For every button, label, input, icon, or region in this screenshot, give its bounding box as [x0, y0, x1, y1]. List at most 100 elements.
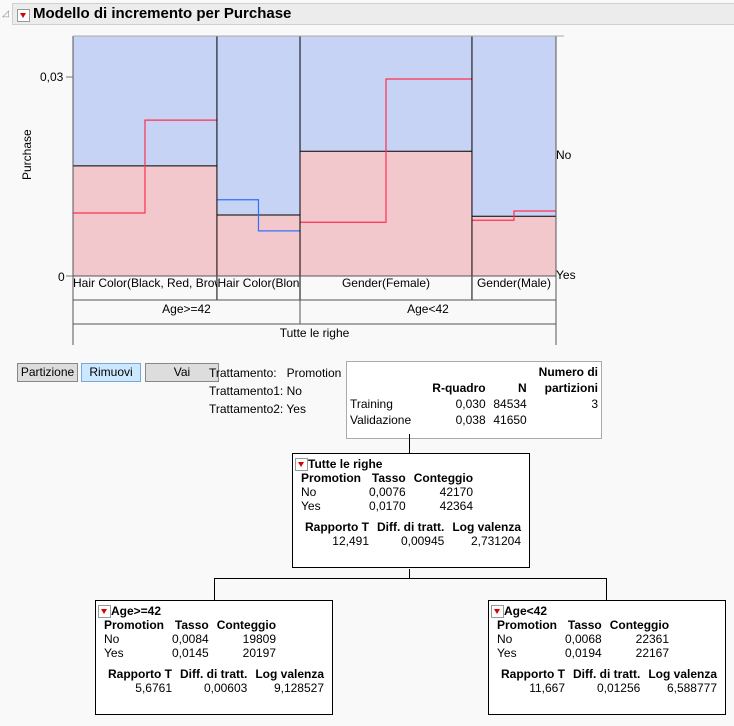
tree-connector — [409, 434, 410, 453]
t-ratio-value: 5,6761 — [135, 681, 172, 696]
col-header: Tasso — [174, 618, 209, 633]
red-triangle-menu-icon[interactable] — [17, 9, 30, 23]
treatment-diff-value: 0,01256 — [596, 681, 641, 696]
row-label: No — [301, 485, 317, 500]
table-row: No 0,0076 42170 — [297, 485, 477, 499]
y-tick-label: 0 — [58, 270, 65, 284]
col-header: Tasso — [567, 618, 602, 633]
partitions-value: 3 — [591, 397, 598, 411]
t-ratio-value: 11,667 — [529, 681, 565, 696]
col-header: Conteggio — [216, 618, 277, 633]
treatment-diff-value: 0,00603 — [203, 681, 248, 696]
table-row: Yes 0,0170 42364 — [297, 499, 477, 513]
treatment2-value: Yes — [286, 402, 306, 416]
treatment-step-line — [73, 119, 217, 214]
col-header-n: N — [518, 381, 527, 395]
col-header: Conteggio — [413, 471, 474, 486]
stat-header: Diff. di tratt. — [377, 520, 445, 535]
treatment-info: Trattamento: Promotion Trattamento1: No … — [209, 364, 341, 418]
node-title: Tutte le righe — [308, 457, 383, 471]
group-label: Age<42 — [407, 302, 449, 316]
leaf-label: Hair Color(Blon — [217, 276, 300, 290]
count-value: 42364 — [439, 499, 474, 514]
no-bar — [471, 36, 556, 217]
logworth-value: 6,588777 — [666, 681, 718, 696]
red-triangle-menu-icon[interactable] — [295, 458, 308, 472]
no-bar — [216, 36, 301, 215]
r2-value: 0,030 — [455, 397, 486, 411]
tree-connector — [214, 578, 607, 579]
tree-node: Tutte le righe Promotion Tasso Conteggio N… — [292, 453, 530, 568]
node-title: Age>=42 — [111, 604, 162, 618]
tree-node: Age<42 Promotion Tasso Conteggio No 0,0068 2… — [488, 600, 726, 715]
red-triangle-menu-icon[interactable] — [98, 605, 111, 619]
row-label: Yes — [497, 646, 517, 661]
split-button[interactable]: Partizione — [17, 363, 78, 382]
table-row: No 0,0068 22361 — [493, 632, 673, 646]
rate-value: 0,0068 — [565, 632, 602, 647]
stat-header: Rapporto T — [501, 667, 565, 682]
col-header-partitions: Numero di — [538, 365, 598, 379]
row-label: Yes — [104, 646, 124, 661]
prune-button[interactable]: Rimuovi — [81, 363, 141, 382]
stat-header: Log valenza — [648, 667, 718, 682]
go-button[interactable]: Vai — [145, 363, 219, 382]
report-title: Modello di incremento per Purchase — [33, 5, 292, 22]
rate-value: 0,0084 — [172, 632, 209, 647]
row-label: Validazione — [350, 413, 412, 427]
tree-node: Age>=42 Promotion Tasso Conteggio No 0,0084… — [95, 600, 333, 715]
row-label: No — [104, 632, 120, 647]
treatment-diff-value: 0,00945 — [400, 534, 445, 549]
tree-connector — [409, 569, 410, 579]
rate-value: 0,0076 — [369, 485, 406, 500]
legend-yes: Yes — [556, 268, 576, 282]
report-header: Modello di incremento per Purchase — [12, 3, 734, 25]
count-value: 22361 — [635, 632, 670, 647]
rate-value: 0,0170 — [369, 499, 406, 514]
table-row: Yes 0,0194 22167 — [493, 646, 673, 660]
col-header: Promotion — [497, 618, 557, 633]
group-label: Age>=42 — [162, 302, 211, 316]
stat-header: Rapporto T — [305, 520, 369, 535]
stat-header: Log valenza — [255, 667, 325, 682]
table-row: Yes 0,0145 20197 — [100, 646, 280, 660]
col-header: Promotion — [104, 618, 164, 633]
rate-value: 0,0194 — [565, 646, 602, 661]
count-value: 22167 — [635, 646, 670, 661]
count-value: 19809 — [242, 632, 277, 647]
table-row: Training 0,030 84534 3 — [349, 396, 599, 412]
tree-connector — [214, 578, 215, 601]
y-tick-label: 0,03 — [40, 70, 64, 84]
n-value: 41650 — [493, 413, 527, 427]
col-header-r2: R-quadro — [432, 381, 486, 395]
stat-header: Diff. di tratt. — [180, 667, 248, 682]
treatment-value: Promotion — [286, 366, 342, 380]
treatment1-label: Trattamento1: — [209, 384, 284, 398]
logworth-value: 2,731204 — [470, 534, 522, 549]
row-label: Training — [350, 397, 393, 411]
n-value: 84534 — [493, 397, 527, 411]
count-value: 20197 — [242, 646, 277, 661]
leaf-label: Gender(Female) — [341, 276, 430, 290]
rate-value: 0,0145 — [172, 646, 209, 661]
row-label: No — [497, 632, 513, 647]
leaf-label: Hair Color(Black, Red, Brow — [73, 276, 217, 290]
treatment-label: Trattamento: — [209, 366, 277, 380]
count-value: 42170 — [439, 485, 474, 500]
collapse-icon[interactable]: ◿ — [2, 8, 9, 18]
col-header-partitions-2: partizioni — [544, 381, 598, 395]
table-row: Validazione 0,038 41650 — [349, 412, 599, 428]
treatment-step-line — [300, 78, 472, 223]
treatment-step-line — [216, 199, 301, 232]
table-row: No 0,0084 19809 — [100, 632, 280, 646]
leaf-label: Gender(Male) — [476, 276, 551, 290]
node-title: Age<42 — [504, 604, 548, 618]
treatment2-label: Trattamento2: — [209, 402, 284, 416]
red-triangle-menu-icon[interactable] — [491, 605, 504, 619]
stat-header: Diff. di tratt. — [573, 667, 641, 682]
uplift-chart — [66, 35, 564, 345]
treatment1-value: No — [286, 384, 302, 398]
legend-no: No — [556, 148, 572, 162]
r2-value: 0,038 — [455, 413, 486, 427]
